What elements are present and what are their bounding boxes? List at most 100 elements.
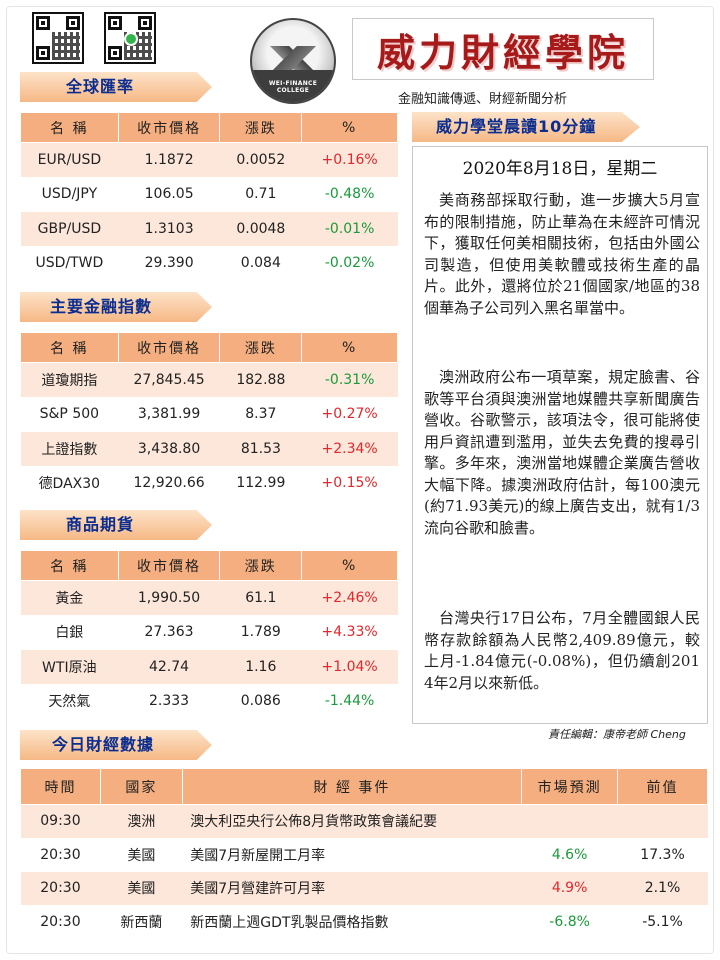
table-row: 黃金 1,990.50 61.1 +2.46% (20, 580, 398, 616)
change-value: 1.789 (219, 615, 302, 650)
instrument-name: 黃金 (20, 580, 119, 616)
instrument-name: USD/TWD (20, 246, 119, 281)
table-header-row: 時間 國家 財 經 事件 市場預測 前值 (20, 768, 708, 805)
brand-frame (352, 18, 654, 80)
event-forecast: -6.8% (521, 905, 618, 939)
table-row: 德DAX30 12,920.66 112.99 +0.15% (20, 466, 398, 501)
change-percent: -1.44% (301, 684, 398, 719)
change-value: 1.16 (219, 649, 302, 685)
close-price: 3,381.99 (118, 397, 220, 432)
event-forecast (521, 804, 618, 839)
table-row: 20:30 美國 美國7月新屋開工月率 4.6% 17.3% (20, 838, 708, 872)
change-percent: -0.31% (301, 362, 398, 398)
commodities-table: 名 稱 收市價格 漲跌 % 黃金 1,990.50 61.1 +2.46% 白銀… (20, 550, 398, 719)
event-previous: 2.1% (617, 871, 708, 906)
table-header-row: 名 稱 收市價格 漲跌 % (20, 112, 398, 143)
economic-calendar-table: 時間 國家 財 經 事件 市場預測 前值 09:30 澳洲 澳大利亞央行公佈8月… (20, 768, 708, 939)
table-header-row: 名 稱 收市價格 漲跌 % (20, 550, 398, 581)
close-price: 2.333 (118, 684, 220, 719)
table-row: GBP/USD 1.3103 0.0048 -0.01% (20, 211, 398, 247)
event-previous: -5.1% (617, 905, 708, 939)
section-calendar-label: 今日財經數據 (20, 730, 212, 760)
table-row: 09:30 澳洲 澳大利亞央行公佈8月貨幣政策會議紀要 (20, 804, 708, 839)
instrument-name: S&P 500 (20, 397, 119, 432)
col-forecast-header: 市場預測 (521, 768, 619, 805)
col-country-header: 國家 (99, 768, 183, 805)
section-reading-label: 威力學堂晨讀10分鐘 (412, 112, 640, 142)
chat-icon (124, 32, 138, 46)
event-previous (617, 804, 708, 839)
col-pct-header: % (301, 550, 398, 581)
change-percent: -0.01% (301, 211, 398, 247)
instrument-name: GBP/USD (20, 211, 119, 247)
table-row: 天然氣 2.333 0.086 -1.44% (20, 684, 398, 719)
table-row: WTI原油 42.74 1.16 +1.04% (20, 649, 398, 685)
col-change-header: 漲跌 (219, 112, 303, 143)
change-percent: +2.46% (301, 580, 398, 616)
instrument-name: EUR/USD (20, 142, 119, 178)
change-percent: -0.02% (301, 246, 398, 281)
table-row: 20:30 新西蘭 新西蘭上週GDT乳製品價格指數 -6.8% -5.1% (20, 905, 708, 939)
col-pct-header: % (301, 112, 398, 143)
event-country: 美國 (100, 838, 183, 872)
article-date: 2020年8月18日，星期二 (462, 159, 658, 179)
close-price: 1.1872 (118, 142, 220, 178)
change-value: 182.88 (219, 362, 302, 398)
event-country: 美國 (100, 871, 183, 906)
col-time-header: 時間 (20, 768, 101, 805)
change-value: 112.99 (219, 466, 302, 501)
article-paragraph: 澳洲政府公布一項草案，規定臉書、谷歌等平台須與澳洲當地媒體共享新聞廣告營收。谷歌… (424, 368, 700, 537)
table-row: USD/JPY 106.05 0.71 -0.48% (20, 177, 398, 212)
close-price: 42.74 (118, 649, 220, 685)
event-forecast: 4.9% (521, 871, 618, 906)
col-pct-header: % (301, 332, 398, 363)
table-row: USD/TWD 29.390 0.084 -0.02% (20, 246, 398, 281)
event-country: 新西蘭 (100, 905, 183, 939)
change-percent: +0.27% (301, 397, 398, 432)
article-frame (412, 146, 708, 724)
table-row: S&P 500 3,381.99 8.37 +0.27% (20, 397, 398, 432)
brand-title: 威力財經學院 (376, 30, 629, 75)
change-value: 0.0052 (219, 142, 302, 178)
close-price: 29.390 (118, 246, 220, 281)
col-name-header: 名 稱 (20, 332, 119, 363)
event-country: 澳洲 (100, 804, 183, 839)
col-close-header: 收市價格 (117, 550, 221, 581)
close-price: 1.3103 (118, 211, 220, 247)
change-value: 81.53 (219, 431, 302, 467)
table-row: 白銀 27.363 1.789 +4.33% (20, 615, 398, 650)
event-forecast: 4.6% (521, 838, 618, 872)
col-event-header: 財 經 事件 (181, 768, 523, 805)
section-fx-label: 全球匯率 (20, 72, 212, 102)
editor-credit: 責任編輯：康帝老師 Cheng (548, 728, 686, 741)
change-percent: +0.16% (301, 142, 398, 178)
qr-code-image (32, 12, 84, 64)
section-indices-label: 主要金融指數 (20, 292, 212, 322)
table-row: 道瓊期指 27,845.45 182.88 -0.31% (20, 362, 398, 398)
tagline: 金融知識傳遞、財經新聞分析 (398, 92, 568, 107)
table-row: EUR/USD 1.1872 0.0052 +0.16% (20, 142, 398, 178)
event-name: 美國7月新屋開工月率 (182, 838, 522, 872)
line-qr-code-image (104, 12, 156, 64)
change-percent: +2.34% (301, 431, 398, 467)
instrument-name: WTI原油 (20, 649, 119, 685)
event-name: 澳大利亞央行公佈8月貨幣政策會議紀要 (182, 804, 522, 839)
col-close-header: 收市價格 (117, 112, 221, 143)
article-paragraph: 台灣央行17日公布，7月全體國銀人民幣存款餘額為人民幣2,409.89億元，較上… (424, 609, 700, 692)
close-price: 3,438.80 (118, 431, 220, 467)
change-value: 61.1 (219, 580, 302, 616)
section-commodities-label: 商品期貨 (20, 510, 212, 540)
event-time: 09:30 (20, 804, 101, 839)
event-time: 20:30 (20, 905, 101, 939)
col-name-header: 名 稱 (20, 550, 119, 581)
col-previous-header: 前值 (617, 768, 708, 805)
event-previous: 17.3% (617, 838, 708, 872)
instrument-name: 白銀 (20, 615, 119, 650)
change-percent: +1.04% (301, 649, 398, 685)
college-logo: WEI-FINANCE COLLEGE (250, 18, 336, 104)
close-price: 27.363 (118, 615, 220, 650)
col-close-header: 收市價格 (117, 332, 221, 363)
change-percent: +0.15% (301, 466, 398, 501)
instrument-name: 天然氣 (20, 684, 119, 719)
instrument-name: 上證指數 (20, 431, 119, 467)
